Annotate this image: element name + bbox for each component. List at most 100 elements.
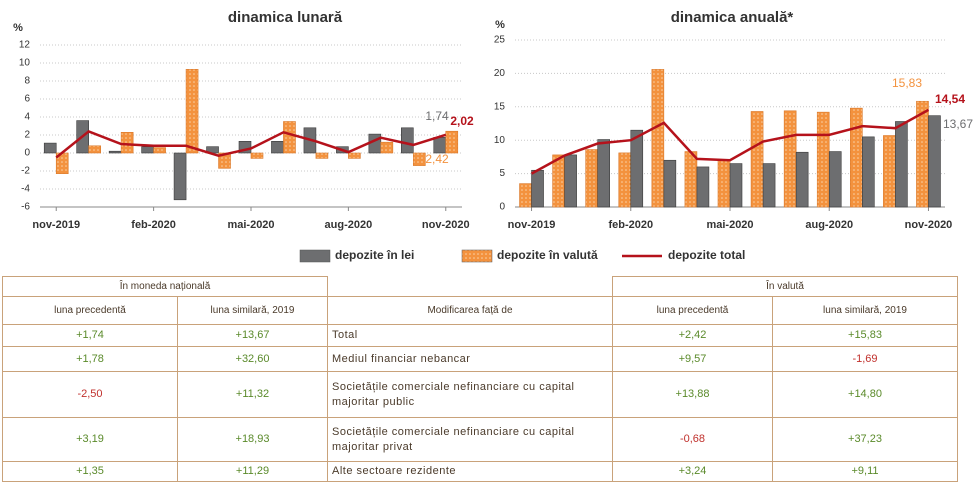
bar <box>850 107 863 208</box>
table-cell: În valută <box>612 276 958 297</box>
bar <box>315 152 329 159</box>
table-cell: +13,67 <box>177 324 328 347</box>
table-cell: +18,93 <box>177 417 328 462</box>
table-cell: -0,68 <box>612 417 773 462</box>
bar <box>519 183 532 208</box>
y-axis-label: % <box>495 19 505 31</box>
table-cell: +3,24 <box>612 461 773 482</box>
bar <box>895 121 908 208</box>
table-row: +1,78 +32,60 Mediul financiar nebancar +9,5… <box>2 346 958 372</box>
line-series <box>55 129 447 159</box>
bar <box>250 152 264 159</box>
table-cell: luna precedentă <box>2 296 178 325</box>
bar <box>916 100 929 208</box>
table-row: În moneda națională În valută <box>2 276 958 297</box>
bar <box>597 139 610 208</box>
charts: dinamica lunară% -6 -4 -2 0 2 4 6 8 10 12 nov-2019 f… <box>13 9 973 263</box>
value-label: 14,54 <box>935 92 965 106</box>
bar <box>696 166 710 208</box>
bar <box>43 142 57 154</box>
bar <box>928 115 941 208</box>
table-cell: +37,23 <box>772 417 958 462</box>
y-axis-label: % <box>13 22 23 34</box>
y-tick-label: 4 <box>24 112 30 123</box>
legend-swatch <box>299 249 331 263</box>
bar <box>717 159 731 208</box>
table-cell: +2,42 <box>612 324 773 347</box>
x-tick-label: feb-2020 <box>608 219 653 231</box>
line-series <box>530 108 930 175</box>
table-cell: Mediul financiar nebancar <box>327 346 613 372</box>
value-label: 15,83 <box>892 76 922 90</box>
table-cell: Societățile comerciale nefinanciare cu c… <box>327 371 613 418</box>
bar <box>413 152 426 166</box>
table-cell: Alte sectoare rezidente <box>327 461 613 482</box>
bar <box>663 159 677 208</box>
y-tick-label: 6 <box>24 94 30 105</box>
bar <box>271 141 284 154</box>
bar <box>88 145 101 154</box>
bar <box>585 149 598 208</box>
y-tick-label: 10 <box>19 58 31 69</box>
table-cell: +11,29 <box>177 461 328 482</box>
bar <box>816 111 830 208</box>
bar <box>380 141 394 154</box>
table-row: +1,74 +13,67 Total +2,42 +15,83 <box>2 324 958 347</box>
legend-swatch <box>461 249 493 263</box>
bar <box>618 152 632 208</box>
y-tick-label: -4 <box>21 184 30 195</box>
chart-title: dinamica lunară <box>228 9 343 26</box>
table-cell: +3,19 <box>2 417 178 462</box>
table-row: -2,50 +11,32 Societățile comerciale nefina… <box>2 371 958 418</box>
value-label: 1,74 <box>425 109 449 123</box>
table-cell: +9,57 <box>612 346 773 372</box>
table-cell: +14,80 <box>772 371 958 418</box>
bar <box>564 154 577 208</box>
bar <box>684 151 698 208</box>
table-cell: Total <box>327 324 613 347</box>
table-cell: +1,78 <box>2 346 178 372</box>
bar <box>218 152 231 169</box>
bar <box>795 151 809 208</box>
bar <box>173 152 187 201</box>
table-cell: În moneda națională <box>2 276 328 297</box>
bar <box>828 151 842 208</box>
table-cell: +1,35 <box>2 461 178 482</box>
x-tick-label: aug-2020 <box>325 219 373 231</box>
table-cell: luna similară, 2019 <box>177 296 328 325</box>
bar <box>108 150 122 154</box>
bar <box>401 127 414 154</box>
bar <box>445 130 459 154</box>
y-tick-label: 8 <box>24 76 30 87</box>
table-cell <box>327 276 613 297</box>
bar <box>762 163 776 208</box>
table-row: +3,19 +18,93 Societățile comerciale nefina… <box>2 417 958 462</box>
table-cell: Modificarea față de <box>327 296 613 325</box>
bar <box>862 136 875 208</box>
y-tick-label: 5 <box>499 168 505 179</box>
bar <box>283 121 296 154</box>
bar <box>141 146 154 154</box>
table-cell: +15,83 <box>772 324 958 347</box>
table-row: luna precedentă luna similară, 2019 Modifi… <box>2 296 958 325</box>
y-tick-label: 15 <box>494 101 506 112</box>
bar <box>348 152 361 159</box>
chart-title: dinamica anuală* <box>671 9 794 26</box>
y-tick-label: 0 <box>499 202 505 213</box>
x-tick-label: mai-2020 <box>706 219 753 231</box>
data-table: În moneda națională În valută luna precede… <box>2 276 958 482</box>
bar <box>729 163 743 208</box>
table-cell: Societățile comerciale nefinanciare cu c… <box>327 417 613 462</box>
x-tick-label: nov-2020 <box>905 219 953 231</box>
y-tick-label: 10 <box>494 135 506 146</box>
bar <box>531 169 544 208</box>
bar <box>552 154 565 208</box>
legend-label: depozite în valută <box>497 248 598 262</box>
table-cell: -2,50 <box>2 371 178 418</box>
bar <box>120 132 134 154</box>
y-tick-label: 0 <box>24 148 30 159</box>
bar <box>630 129 644 208</box>
bar <box>883 135 896 208</box>
y-tick-label: 2 <box>24 130 30 141</box>
